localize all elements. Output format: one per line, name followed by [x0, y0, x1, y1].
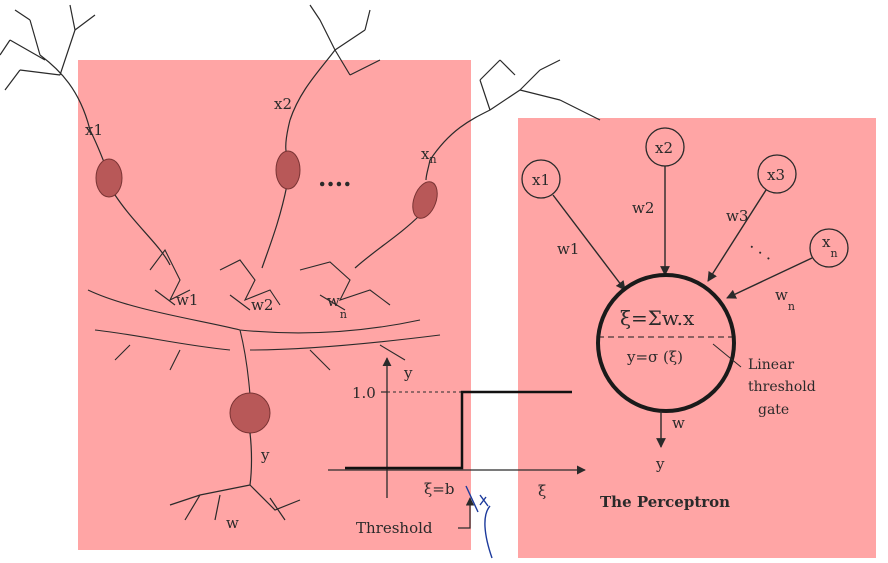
- gate-label-line-3: gate: [758, 402, 789, 418]
- perceptron-input-node-xn: [809, 228, 849, 268]
- summation-node: [596, 273, 736, 413]
- neuron-weight-label-w1: w1: [176, 291, 198, 309]
- perceptron-input-label-x3: x3: [767, 166, 785, 184]
- neuron-input-label-x1: x1: [85, 121, 103, 139]
- plot-y-axis-label: y: [403, 364, 413, 382]
- neuron-weight-label-w2: w2: [251, 296, 273, 314]
- neuron-weight-label-wn: wn: [327, 292, 347, 321]
- perceptron-weight-label-w3: w3: [726, 207, 748, 225]
- threshold-pointer: [458, 497, 475, 529]
- gate-label: Linear threshold gate: [748, 357, 820, 418]
- output-axon: [169, 432, 301, 521]
- input-neuron-body-n: [412, 181, 438, 219]
- neuron-panel: [78, 60, 471, 550]
- plot-level-label: 1.0: [352, 384, 376, 402]
- perceptron-output-weight: w: [672, 414, 685, 432]
- perceptron-caption: The Perceptron: [600, 493, 730, 511]
- perceptron-weight-label-w2: w2: [632, 199, 654, 217]
- activation-formula: y=σ (ξ): [626, 348, 683, 366]
- perceptron-input-node-x3: [757, 154, 797, 194]
- input-neuron-body-1: [95, 158, 123, 198]
- perceptron-weight-label-wn: wn: [775, 286, 795, 313]
- threshold-caption: Threshold: [356, 519, 433, 537]
- neuron-input-label-x2: x2: [274, 95, 292, 113]
- gate-label-line-1: Linear: [748, 357, 794, 373]
- step-function-curve: [345, 390, 572, 470]
- input-neuron-body-2: [275, 150, 301, 190]
- perceptron-input-label-x2: x2: [655, 139, 673, 157]
- perceptron-output-label: y: [655, 455, 665, 473]
- neuron-input-label-xn: xn: [421, 145, 437, 166]
- neuron-axon-weight-label: w: [226, 514, 239, 532]
- perceptron-model: x1 x2 x3 xn . . . w1 w2 w3 wn ξ=Σw.x y=σ…: [521, 127, 849, 511]
- annotation-arrow: [465, 485, 493, 559]
- neuron-output-label: y: [260, 446, 270, 464]
- synapse-mesh: [87, 248, 441, 396]
- perceptron-edge-x1: [552, 194, 626, 291]
- output-neuron-body: [229, 392, 271, 434]
- plot-x-axis-label: ξ: [538, 482, 546, 500]
- perceptron-edge-xn: [726, 257, 813, 299]
- perceptron-edge-x3: [707, 189, 767, 282]
- perceptron-input-label-x1: x1: [532, 171, 550, 189]
- perceptron-input-node-x1: [521, 159, 561, 199]
- gate-label-line-2: threshold: [748, 379, 816, 395]
- sum-formula: ξ=Σw.x: [620, 306, 695, 330]
- perceptron-panel: [518, 118, 876, 558]
- perceptron-weight-label-w1: w1: [557, 240, 579, 258]
- threshold-plot: y 1.0 ξ ξ=b Threshold: [328, 357, 586, 537]
- dendrite-trees: [0, 4, 601, 161]
- perceptron-input-label-xn: xn: [822, 233, 838, 260]
- threshold-tick-label: ξ=b: [424, 480, 454, 498]
- neuron-ellipsis: ....: [318, 163, 351, 192]
- gate-label-leader: [712, 343, 742, 368]
